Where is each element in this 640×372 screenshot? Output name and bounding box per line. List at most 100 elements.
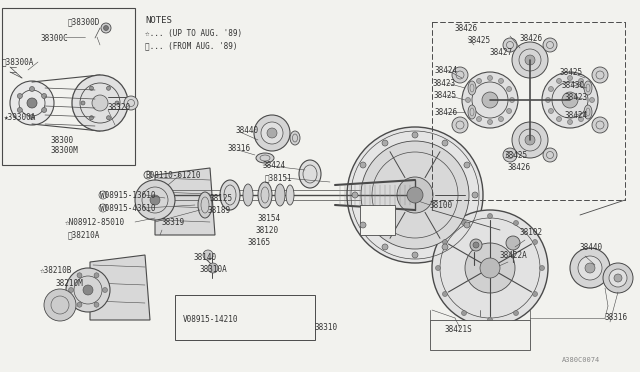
- Circle shape: [347, 127, 483, 263]
- Ellipse shape: [258, 182, 272, 208]
- Circle shape: [488, 119, 493, 125]
- Circle shape: [115, 101, 119, 105]
- Circle shape: [94, 273, 99, 278]
- Text: 38102: 38102: [520, 228, 543, 237]
- Text: 38100: 38100: [430, 201, 453, 209]
- Text: 38440: 38440: [235, 125, 258, 135]
- Circle shape: [360, 222, 366, 228]
- Circle shape: [106, 116, 111, 120]
- Text: V08915-14210: V08915-14210: [183, 315, 239, 324]
- Text: 38120: 38120: [255, 225, 278, 234]
- Circle shape: [72, 75, 128, 131]
- Text: 38210M: 38210M: [55, 279, 83, 288]
- Text: 38423: 38423: [433, 78, 456, 87]
- Text: 38426: 38426: [435, 108, 458, 116]
- Polygon shape: [155, 168, 215, 235]
- Circle shape: [452, 67, 468, 83]
- Circle shape: [532, 240, 538, 244]
- Circle shape: [124, 96, 138, 110]
- Text: 38300: 38300: [50, 135, 73, 144]
- Circle shape: [525, 135, 535, 145]
- Text: 38430: 38430: [562, 80, 585, 90]
- Text: B08110-61210: B08110-61210: [145, 170, 200, 180]
- Circle shape: [557, 116, 561, 122]
- Circle shape: [81, 101, 85, 105]
- Text: 38424: 38424: [565, 110, 588, 119]
- Text: W08915-43610: W08915-43610: [100, 203, 156, 212]
- Circle shape: [470, 239, 482, 251]
- Circle shape: [464, 162, 470, 168]
- Circle shape: [432, 210, 548, 326]
- Circle shape: [412, 132, 418, 138]
- Text: W08915-13610: W08915-13610: [100, 190, 156, 199]
- Text: NOTES: NOTES: [145, 16, 172, 25]
- Circle shape: [592, 117, 608, 133]
- Circle shape: [468, 87, 474, 92]
- Text: 38316: 38316: [605, 314, 628, 323]
- Circle shape: [102, 288, 108, 292]
- Circle shape: [462, 72, 518, 128]
- Ellipse shape: [299, 160, 321, 188]
- Circle shape: [570, 248, 610, 288]
- Circle shape: [545, 97, 550, 103]
- Circle shape: [509, 97, 515, 103]
- Circle shape: [42, 93, 47, 99]
- Circle shape: [586, 87, 591, 92]
- Text: 38300M: 38300M: [50, 145, 77, 154]
- Circle shape: [512, 42, 548, 78]
- Circle shape: [568, 119, 573, 125]
- Text: 38154: 38154: [258, 214, 281, 222]
- Ellipse shape: [198, 192, 212, 218]
- Text: 38424: 38424: [435, 65, 458, 74]
- Circle shape: [482, 92, 498, 108]
- Polygon shape: [32, 75, 108, 131]
- Circle shape: [66, 268, 110, 312]
- Circle shape: [614, 274, 622, 282]
- Ellipse shape: [468, 105, 476, 119]
- Circle shape: [589, 97, 595, 103]
- Circle shape: [44, 289, 76, 321]
- Text: 38140: 38140: [193, 253, 216, 263]
- Circle shape: [488, 76, 493, 80]
- Ellipse shape: [275, 184, 285, 206]
- Circle shape: [382, 140, 388, 146]
- Circle shape: [442, 244, 448, 250]
- Circle shape: [540, 266, 545, 270]
- Ellipse shape: [584, 81, 592, 95]
- Circle shape: [477, 78, 481, 83]
- Circle shape: [603, 263, 633, 293]
- Ellipse shape: [208, 263, 218, 273]
- Circle shape: [461, 221, 467, 225]
- Circle shape: [352, 192, 358, 198]
- Circle shape: [254, 115, 290, 151]
- Circle shape: [407, 187, 423, 203]
- Text: ※38300A: ※38300A: [2, 58, 35, 67]
- Text: ☆... (UP TO AUG. '89): ☆... (UP TO AUG. '89): [145, 29, 242, 38]
- Circle shape: [579, 116, 584, 122]
- Circle shape: [543, 38, 557, 52]
- Circle shape: [468, 109, 474, 113]
- Bar: [2, 8, 135, 165]
- Circle shape: [435, 266, 440, 270]
- Circle shape: [542, 72, 598, 128]
- Ellipse shape: [468, 81, 476, 95]
- Text: 38165: 38165: [248, 237, 271, 247]
- Text: ※38151: ※38151: [265, 173, 292, 183]
- Text: 38320: 38320: [107, 103, 130, 112]
- Text: A380C0074: A380C0074: [562, 357, 600, 363]
- Circle shape: [472, 192, 478, 198]
- Circle shape: [104, 26, 109, 31]
- Circle shape: [499, 116, 504, 122]
- Circle shape: [442, 292, 447, 296]
- Circle shape: [203, 250, 213, 260]
- Circle shape: [382, 244, 388, 250]
- Circle shape: [465, 243, 515, 293]
- Circle shape: [17, 108, 22, 112]
- Circle shape: [135, 180, 175, 220]
- Circle shape: [90, 86, 93, 90]
- Circle shape: [29, 87, 35, 92]
- Circle shape: [480, 258, 500, 278]
- Circle shape: [543, 148, 557, 162]
- Circle shape: [586, 109, 591, 113]
- Text: 38425: 38425: [505, 151, 528, 160]
